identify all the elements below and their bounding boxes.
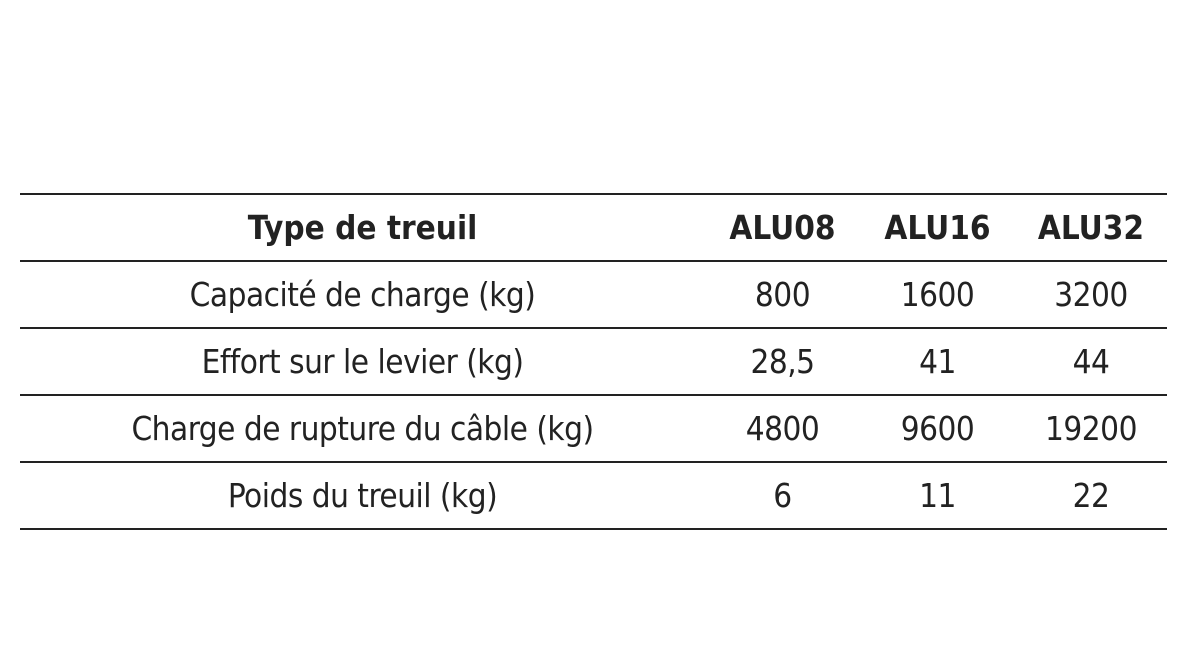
value-cell: 6: [773, 476, 792, 515]
value-cell: 28,5: [750, 342, 815, 381]
header-cell: ALU08: [729, 208, 836, 247]
value-cell: 800: [754, 275, 811, 314]
value-cell: 4800: [745, 409, 820, 448]
value-cell: 9600: [900, 409, 975, 448]
header-cell: Type de treuil: [247, 208, 478, 247]
value-cell: 19200: [1045, 409, 1137, 448]
table-row: Poids du treuil (kg) 6 11 22: [20, 462, 1167, 529]
value-cell: 11: [919, 476, 956, 515]
table-row: Effort sur le levier (kg) 28,5 41 44: [20, 328, 1167, 395]
specs-table: Type de treuil ALU08 ALU16 ALU32 Capacit…: [20, 193, 1167, 530]
label-cell: Effort sur le levier (kg): [201, 342, 524, 381]
table-row: Charge de rupture du câble (kg) 4800 9600 1…: [20, 395, 1167, 462]
label-cell: Charge de rupture du câble (kg): [131, 409, 594, 448]
value-cell: 41: [919, 342, 956, 381]
header-row: Type de treuil ALU08 ALU16 ALU32: [20, 194, 1167, 261]
label-cell: Poids du treuil (kg): [227, 476, 498, 515]
value-cell: 3200: [1054, 275, 1128, 314]
label-cell: Capacité de charge (kg): [189, 275, 536, 314]
table-row: Capacité de charge (kg) 800 1600 3200: [20, 261, 1167, 328]
value-cell: 44: [1072, 342, 1110, 381]
value-cell: 1600: [900, 275, 975, 314]
header-cell: ALU16: [884, 208, 991, 247]
header-cell: ALU32: [1037, 208, 1145, 247]
value-cell: 22: [1072, 476, 1110, 515]
